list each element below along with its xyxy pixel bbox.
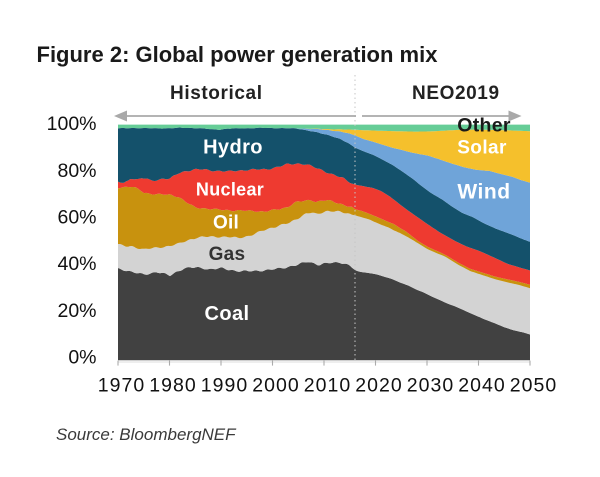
svg-text:80%: 80% xyxy=(57,160,96,182)
svg-text:Wind: Wind xyxy=(457,181,510,204)
svg-text:Coal: Coal xyxy=(205,303,250,325)
svg-text:Gas: Gas xyxy=(209,244,246,265)
svg-text:2010: 2010 xyxy=(304,374,351,396)
svg-text:Hydro: Hydro xyxy=(203,137,263,159)
svg-text:2020: 2020 xyxy=(355,374,402,396)
svg-text:2030: 2030 xyxy=(407,374,454,396)
svg-text:100%: 100% xyxy=(47,113,97,135)
svg-text:20%: 20% xyxy=(57,300,96,322)
svg-text:Solar: Solar xyxy=(457,138,507,159)
svg-text:1990: 1990 xyxy=(201,374,248,396)
svg-text:Oil: Oil xyxy=(213,212,239,233)
svg-text:Other: Other xyxy=(457,115,511,137)
svg-text:1970: 1970 xyxy=(98,374,145,396)
svg-text:2040: 2040 xyxy=(458,374,505,396)
svg-text:2050: 2050 xyxy=(510,374,557,396)
svg-text:2000: 2000 xyxy=(252,374,299,396)
svg-text:60%: 60% xyxy=(57,207,96,229)
svg-text:0%: 0% xyxy=(68,347,96,369)
svg-text:Nuclear: Nuclear xyxy=(196,180,264,200)
svg-text:1980: 1980 xyxy=(149,374,196,396)
svg-text:40%: 40% xyxy=(57,253,96,275)
